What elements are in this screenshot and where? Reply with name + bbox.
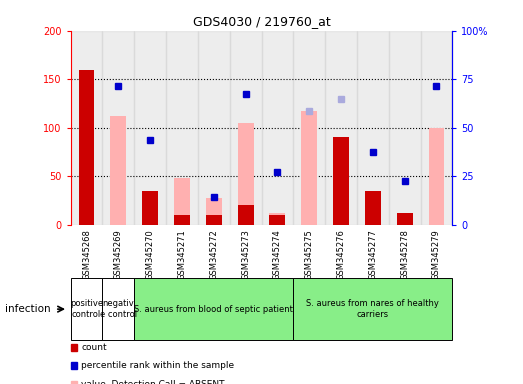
Text: count: count <box>81 343 107 352</box>
Bar <box>78 70 95 225</box>
Bar <box>103 31 134 225</box>
Bar <box>293 31 325 225</box>
Bar <box>134 31 166 225</box>
Bar <box>206 199 222 225</box>
Bar <box>71 31 103 225</box>
Bar <box>428 127 445 225</box>
Bar <box>357 31 389 225</box>
Bar <box>301 111 317 225</box>
Text: infection: infection <box>5 304 51 314</box>
Title: GDS4030 / 219760_at: GDS4030 / 219760_at <box>192 15 331 28</box>
Text: value, Detection Call = ABSENT: value, Detection Call = ABSENT <box>81 380 224 384</box>
Bar <box>142 191 158 225</box>
Bar <box>397 213 413 225</box>
Text: negativ
e control: negativ e control <box>100 300 137 319</box>
Text: positive
control: positive control <box>70 300 103 319</box>
Bar <box>230 31 262 225</box>
Text: S. aureus from blood of septic patient: S. aureus from blood of septic patient <box>134 305 293 314</box>
Bar <box>262 31 293 225</box>
Bar <box>269 215 286 225</box>
Bar <box>269 213 286 225</box>
Bar <box>237 205 254 225</box>
Bar <box>174 215 190 225</box>
Text: S. aureus from nares of healthy
carriers: S. aureus from nares of healthy carriers <box>306 300 439 319</box>
Bar <box>110 116 126 225</box>
Bar <box>206 215 222 225</box>
Text: percentile rank within the sample: percentile rank within the sample <box>81 361 234 371</box>
Bar <box>420 31 452 225</box>
Bar <box>365 191 381 225</box>
Bar <box>397 213 413 225</box>
Bar <box>333 137 349 225</box>
Bar <box>198 31 230 225</box>
Bar <box>365 191 381 225</box>
Bar <box>325 31 357 225</box>
Bar <box>237 123 254 225</box>
Bar <box>142 191 158 225</box>
Bar <box>166 31 198 225</box>
Bar <box>174 178 190 225</box>
Bar <box>389 31 420 225</box>
Bar <box>333 137 349 225</box>
